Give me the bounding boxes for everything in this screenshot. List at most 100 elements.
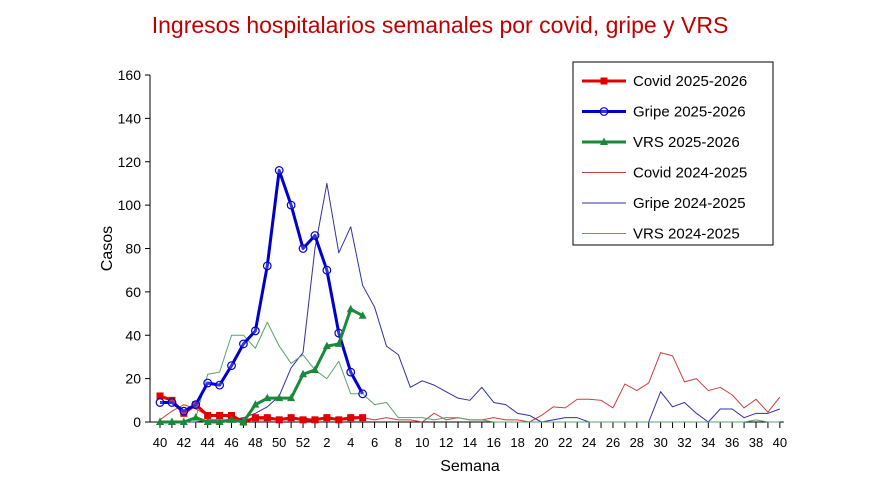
data-point	[322, 265, 332, 275]
legend-item: Gripe 2025-2026	[582, 104, 746, 121]
y-tick-label: 60	[125, 284, 141, 300]
data-point	[299, 416, 307, 424]
y-tick-label: 100	[118, 197, 142, 213]
y-tick-label: 40	[125, 327, 141, 343]
legend-label: Gripe 2024-2025	[633, 195, 746, 212]
data-point	[335, 416, 343, 424]
series-line	[160, 168, 364, 413]
x-tick-label: 30	[653, 435, 667, 450]
x-tick-label: 52	[296, 435, 310, 450]
series-vrs-2024-2025	[160, 321, 780, 423]
data-point	[346, 367, 356, 377]
data-point	[156, 392, 164, 400]
x-tick-label: 24	[582, 435, 596, 450]
data-point	[227, 361, 236, 371]
data-point	[203, 417, 212, 425]
data-point	[227, 415, 236, 423]
data-point	[347, 414, 355, 422]
x-tick-label: 2	[323, 435, 330, 450]
data-point	[216, 411, 224, 419]
x-axis-label: Semana	[440, 458, 500, 475]
legend-label: Gripe 2025-2026	[633, 104, 746, 121]
data-point	[286, 200, 296, 210]
legend-item: Covid 2024-2025	[582, 165, 747, 182]
series-vrs-2025-2026	[156, 304, 367, 425]
data-point	[310, 231, 320, 240]
x-tick-label: 6	[371, 435, 378, 450]
legend-label: Covid 2024-2025	[633, 165, 747, 182]
y-tick-label: 160	[118, 67, 142, 83]
x-tick-label: 10	[415, 435, 429, 450]
data-point	[299, 369, 308, 378]
data-point	[263, 414, 271, 422]
legend-item: Gripe 2024-2025	[582, 195, 746, 212]
data-point	[251, 414, 259, 422]
x-tick-label: 20	[534, 435, 548, 450]
series-covid-2024-2025	[159, 352, 781, 423]
data-point	[275, 393, 284, 402]
data-point	[239, 339, 248, 349]
chart-title: Ingresos hospitalarios semanales por cov…	[151, 12, 729, 38]
data-point	[359, 414, 367, 422]
legend-label: Covid 2025-2026	[633, 73, 747, 90]
x-tick-label: 48	[248, 435, 262, 450]
data-point	[287, 414, 295, 422]
x-tick-label: 44	[200, 435, 214, 450]
legend-marker	[599, 107, 609, 116]
x-tick-label: 14	[463, 435, 477, 450]
data-point	[167, 417, 176, 425]
x-tick-label: 50	[272, 435, 286, 450]
series-gripe-2024-2025	[160, 182, 781, 423]
x-tick-label: 32	[677, 435, 691, 450]
data-point	[346, 304, 355, 313]
y-tick-label: 80	[125, 241, 141, 257]
data-point	[203, 378, 213, 388]
x-tick-label: 34	[701, 435, 715, 450]
data-point	[168, 396, 176, 404]
y-tick-label: 20	[125, 371, 141, 387]
x-tick-label: 38	[749, 435, 763, 450]
legend-marker	[600, 137, 608, 145]
x-tick-label: 26	[606, 435, 620, 450]
data-point	[323, 414, 331, 422]
data-point	[311, 416, 319, 424]
data-point	[180, 409, 188, 417]
series-line	[160, 321, 780, 423]
x-tick-label: 28	[630, 435, 644, 450]
x-tick-label: 22	[558, 435, 572, 450]
legend-marker	[600, 77, 608, 85]
data-point	[239, 417, 248, 425]
x-tick-label: 40	[773, 435, 787, 450]
data-point	[251, 400, 260, 408]
x-tick-label: 8	[395, 435, 402, 450]
data-point	[155, 398, 165, 407]
legend-item: VRS 2025-2026	[582, 134, 740, 151]
x-tick-label: 18	[510, 435, 524, 450]
data-point	[204, 411, 212, 419]
data-point	[167, 398, 177, 407]
legend-label: VRS 2025-2026	[633, 134, 740, 151]
series-line	[160, 307, 364, 424]
data-point	[215, 380, 225, 390]
data-point	[334, 339, 343, 347]
legend: Covid 2025-2026 Gripe 2025-2026 VRS 2025-2…	[572, 61, 774, 246]
data-point	[263, 393, 272, 402]
x-tick-label: 12	[439, 435, 453, 450]
data-point	[191, 400, 201, 410]
data-point	[322, 341, 331, 350]
y-axis-label: Casos	[99, 226, 116, 271]
data-point	[358, 389, 368, 399]
legend-label: VRS 2024-2025	[633, 226, 740, 243]
data-point	[298, 244, 308, 253]
y-tick-label: 120	[118, 154, 142, 170]
series-line	[160, 182, 781, 423]
series-line	[159, 352, 781, 423]
data-point	[191, 413, 200, 421]
data-point	[287, 393, 296, 402]
x-tick-label: 42	[177, 435, 191, 450]
data-point	[310, 365, 319, 373]
data-point	[274, 166, 284, 175]
y-tick-label: 0	[133, 414, 141, 430]
